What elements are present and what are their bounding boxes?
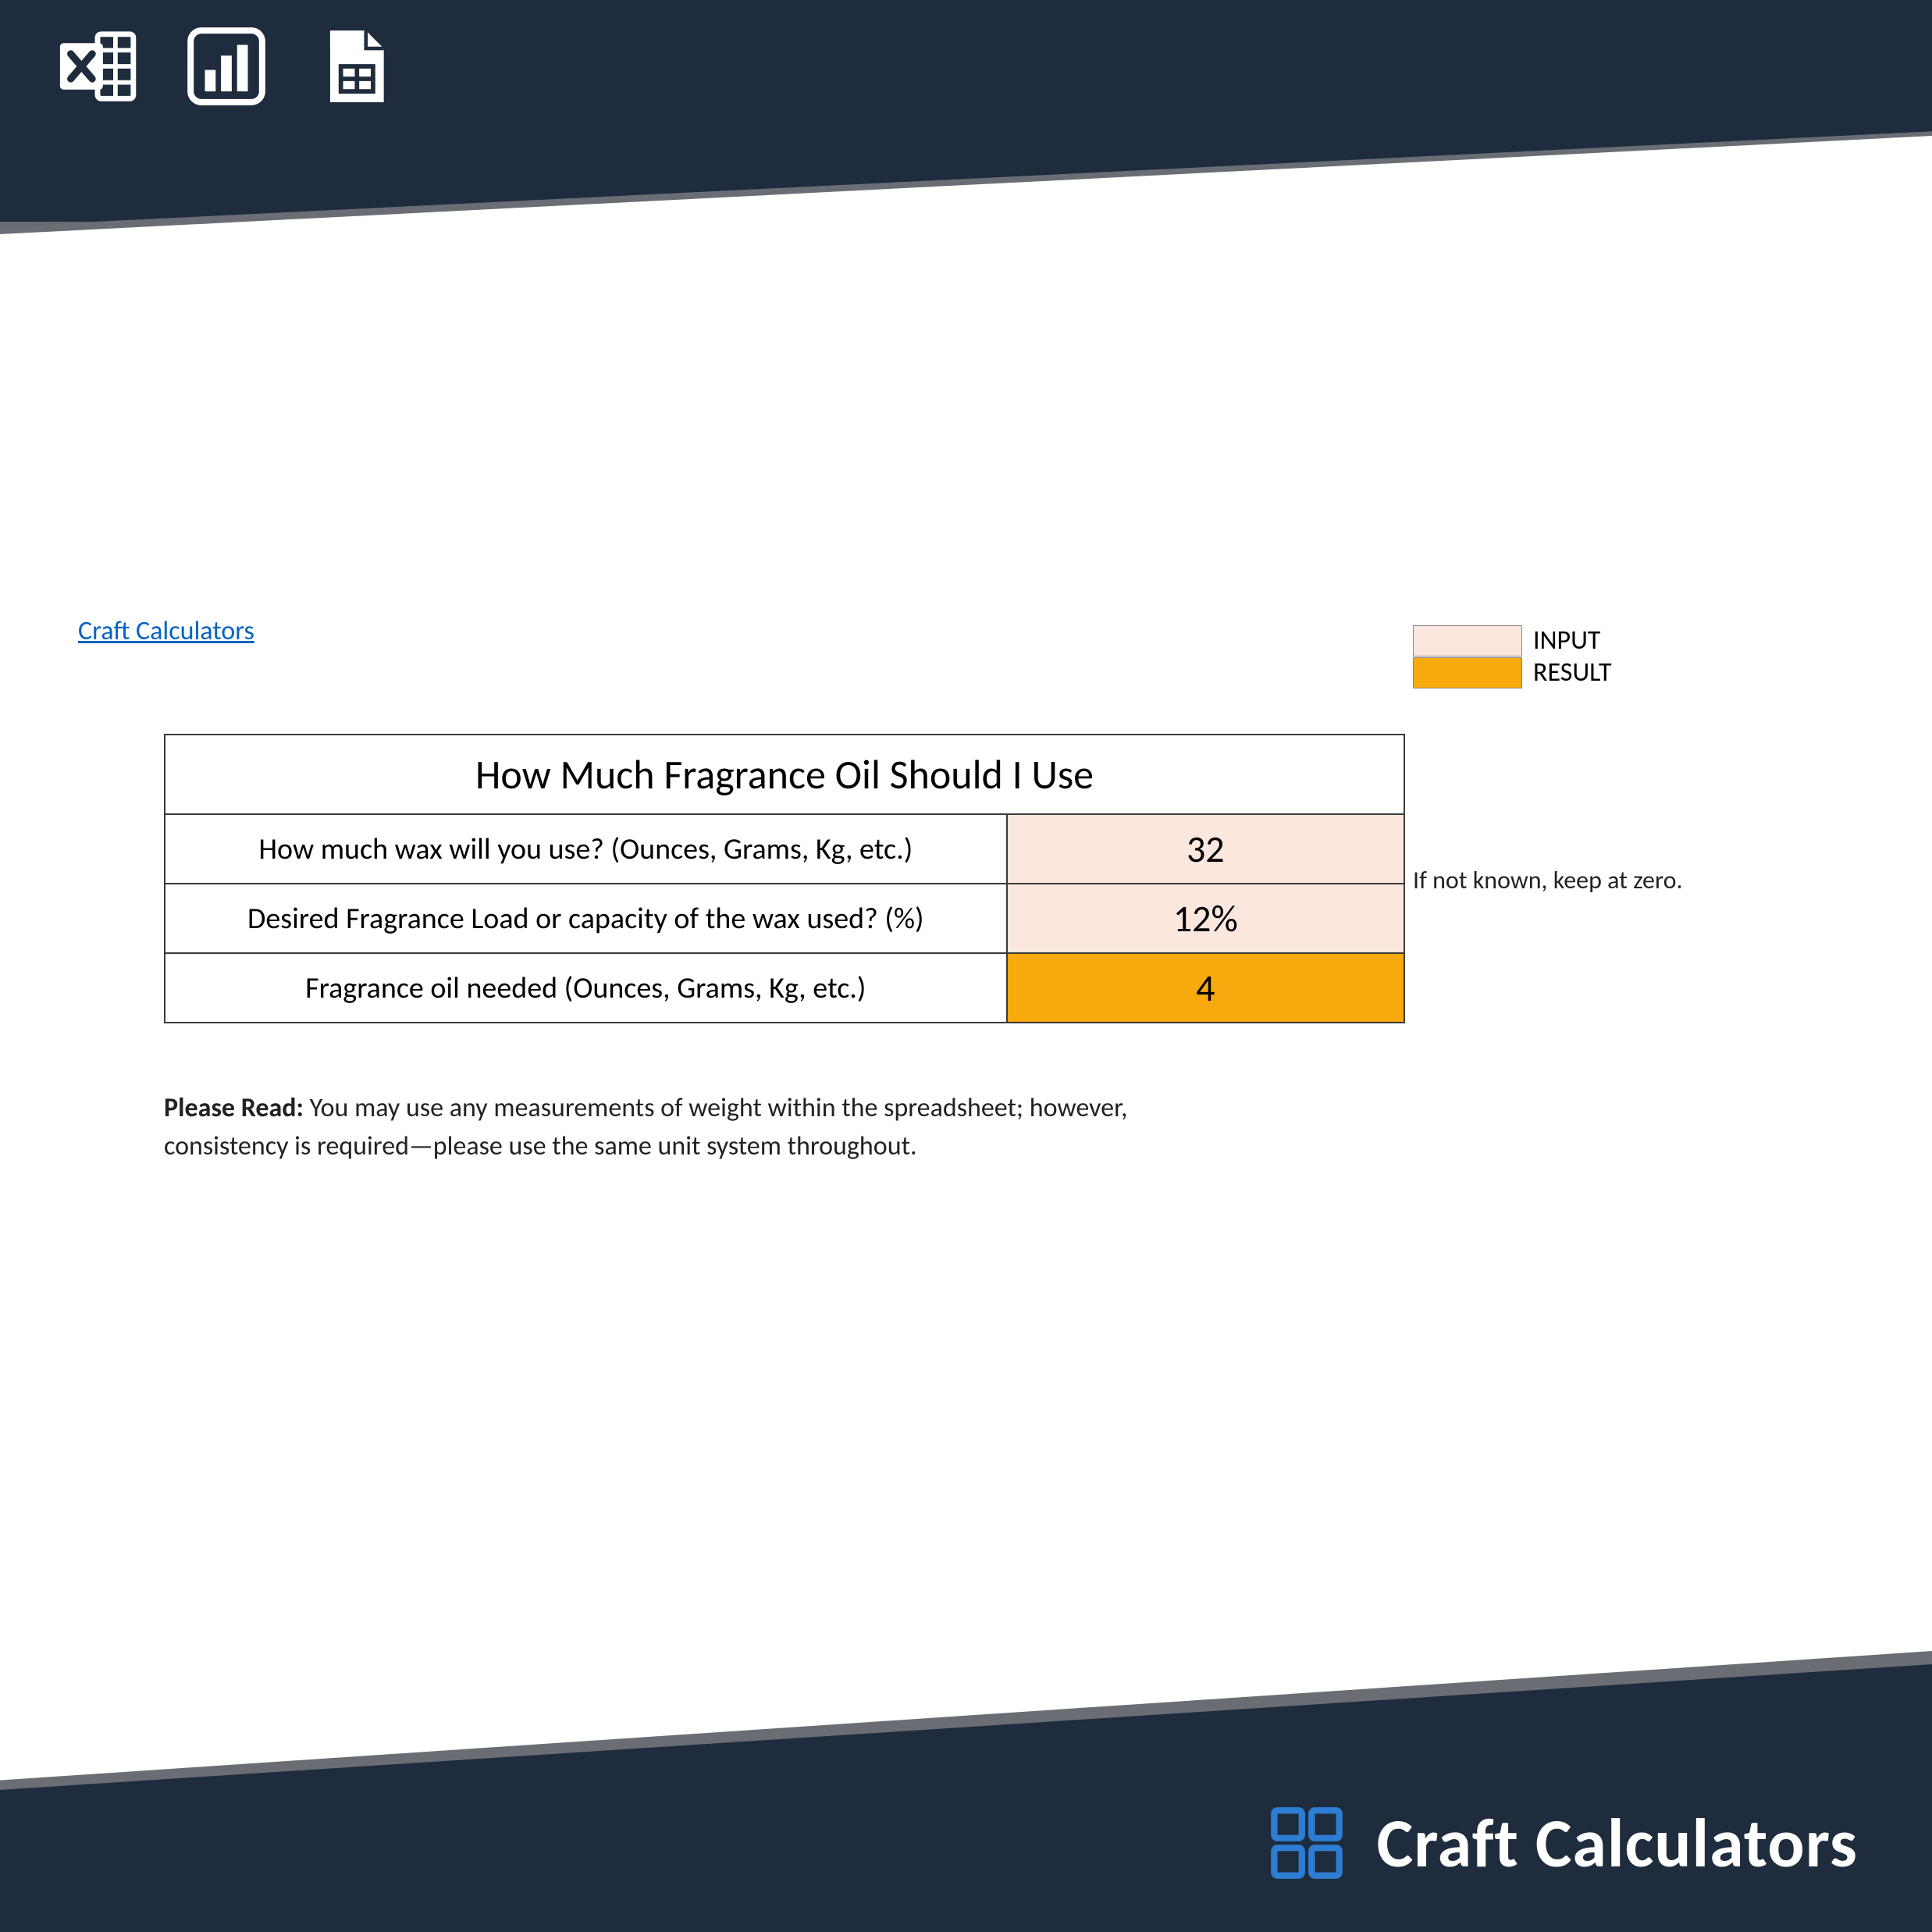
row-1-value[interactable]: 12% <box>1007 884 1404 953</box>
table-row: How much wax will you use? (Ounces, Gram… <box>165 814 1404 884</box>
legend-swatch-result <box>1413 657 1522 688</box>
legend-label-result: RESULT <box>1522 656 1612 688</box>
please-read-lead: Please Read: <box>164 1092 304 1124</box>
legend: INPUT RESULT <box>1413 624 1612 688</box>
row-0-value[interactable]: 32 <box>1007 814 1404 884</box>
sheets-icon <box>312 23 398 113</box>
brand: Craft Calculators <box>1268 1801 1858 1885</box>
legend-row-input: INPUT <box>1413 624 1612 656</box>
table-row: Desired Fragrance Load or capacity of th… <box>165 884 1404 953</box>
row-0-label: How much wax will you use? (Ounces, Gram… <box>165 814 1007 884</box>
side-note: If not known, keep at zero. <box>1413 865 1683 895</box>
brand-text: Craft Calculators <box>1377 1801 1858 1885</box>
calc-table: How Much Fragrance Oil Should I Use How … <box>164 734 1405 1023</box>
chart-icon <box>183 23 269 113</box>
link-area: Craft Calculators <box>78 615 254 647</box>
excel-icon <box>55 23 141 113</box>
bottom-banner <box>0 1659 1932 1932</box>
please-read: Please Read: You may use any measurement… <box>164 1089 1257 1166</box>
top-icons <box>55 23 398 113</box>
table-title-row: How Much Fragrance Oil Should I Use <box>165 735 1404 814</box>
table-row: Fragrance oil needed (Ounces, Grams, Kg,… <box>165 953 1404 1023</box>
row-2-value: 4 <box>1007 953 1404 1023</box>
table-title: How Much Fragrance Oil Should I Use <box>165 735 1404 814</box>
please-read-body: You may use any measurements of weight w… <box>164 1092 1127 1162</box>
legend-swatch-input <box>1413 625 1522 656</box>
top-banner <box>0 0 1932 226</box>
page: Craft Calculators INPUT RESULT How Much … <box>0 0 1932 1932</box>
row-1-label: Desired Fragrance Load or capacity of th… <box>165 884 1007 953</box>
brand-grid-icon <box>1268 1804 1346 1882</box>
craft-calculators-link[interactable]: Craft Calculators <box>78 615 254 647</box>
legend-label-input: INPUT <box>1522 624 1600 656</box>
legend-row-result: RESULT <box>1413 656 1612 688</box>
row-2-label: Fragrance oil needed (Ounces, Grams, Kg,… <box>165 953 1007 1023</box>
